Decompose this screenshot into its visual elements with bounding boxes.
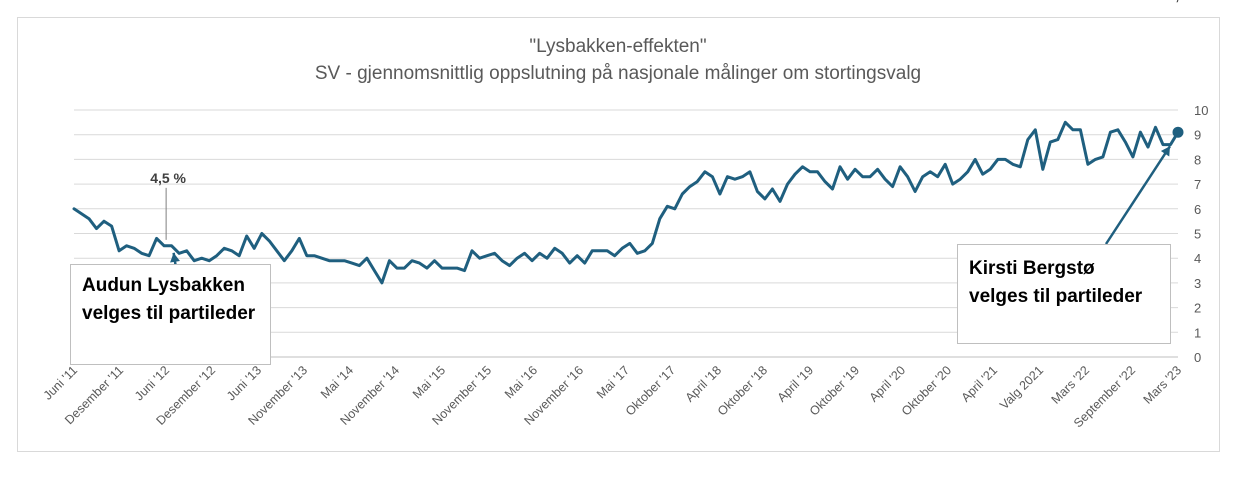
y-tick-label: 4: [1194, 251, 1201, 266]
y-tick-label: 9: [1194, 128, 1201, 143]
x-tick-label: Oktober '18: [715, 363, 770, 418]
x-tick-label: Mai '16: [502, 363, 540, 401]
y-tick-label: 8: [1194, 152, 1201, 167]
x-tick-label: Mai '15: [410, 363, 448, 401]
series-line: [72, 120, 1180, 285]
data-point-marker: [1172, 126, 1184, 138]
annotation-arrow-right-head: [1160, 146, 1170, 157]
x-tick-label: Oktober '17: [623, 363, 678, 418]
chart-subtitle: SV - gjennomsnittlig oppslutning på nasj…: [314, 63, 922, 84]
y-tick-label: 6: [1194, 202, 1201, 217]
x-tick-label: Juni '11: [41, 363, 80, 402]
x-tick-label: Valg 2021: [997, 363, 1046, 412]
x-tick-label: April '20: [867, 363, 909, 405]
chart-frame: [17, 17, 1220, 452]
data-label: 4,5 %: [150, 170, 186, 186]
annotation-bergsto: Kirsti Bergstø velges til partileder: [957, 244, 1171, 344]
y-tick-label: 1: [1194, 325, 1201, 340]
annotation-lysbakken: Audun Lysbakken velges til partileder: [70, 264, 271, 365]
annotation-arrow-left-head: [170, 252, 180, 263]
y-tick-label: 3: [1194, 276, 1201, 291]
data-label: 9,1%: [1168, 0, 1200, 3]
chart-title: "Lysbakken-effekten": [529, 36, 707, 57]
x-tick-label: April '18: [683, 363, 725, 405]
x-tick-label: Oktober '19: [807, 363, 862, 418]
x-tick-label: Mars '22: [1049, 363, 1093, 407]
y-tick-label: 10: [1194, 103, 1208, 118]
y-tick-label: 2: [1194, 301, 1201, 316]
x-tick-label: Mars '23: [1141, 363, 1185, 407]
x-tick-label: Juni '13: [224, 363, 264, 403]
y-tick-label: 0: [1194, 350, 1201, 365]
x-tick-label: Mai '14: [318, 363, 356, 401]
x-tick-label: Juni '12: [132, 363, 172, 403]
annotation-arrow-right: [1104, 145, 1172, 245]
y-tick-label: 5: [1194, 227, 1201, 242]
x-tick-label: April '21: [959, 363, 1001, 405]
x-tick-label: April '19: [775, 363, 817, 405]
x-tick-label: Mai '17: [594, 363, 632, 401]
x-tick-label: Oktober '20: [899, 363, 954, 418]
y-tick-label: 7: [1194, 177, 1201, 192]
